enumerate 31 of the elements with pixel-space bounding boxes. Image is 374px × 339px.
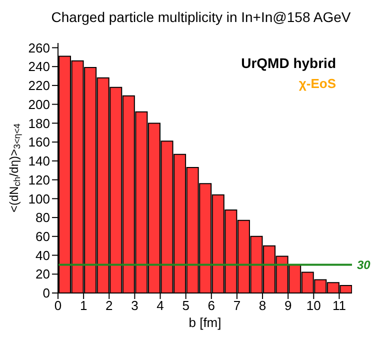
y-tick-label: 220 <box>28 78 50 94</box>
y-tick-label: 160 <box>28 134 50 150</box>
x-tick-label: 11 <box>332 298 346 314</box>
y-tick-label: 140 <box>28 154 50 169</box>
chart-title: Charged particle multiplicity in In+In@158 AGeV <box>51 9 352 25</box>
x-tick-label: 9 <box>284 298 292 314</box>
y-tick-label: 240 <box>28 59 50 74</box>
y-tick-label: 80 <box>36 210 50 226</box>
ref-line-label: 30 <box>357 258 371 272</box>
annotation: χ-EoS <box>298 76 336 91</box>
x-tick-label: 4 <box>156 298 164 314</box>
y-tick-label: 100 <box>28 191 50 206</box>
y-tick-label: 200 <box>28 96 50 112</box>
x-tick-label: 6 <box>208 298 216 314</box>
x-tick-label: 7 <box>233 298 241 314</box>
x-tick-label: 1 <box>80 298 88 314</box>
x-axis-title: b [fm] <box>188 315 222 330</box>
y-tick-label: 120 <box>28 172 50 188</box>
x-tick-label: 10 <box>306 298 321 314</box>
y-tick-label: 260 <box>28 40 50 56</box>
y-tick-label: 40 <box>36 248 50 263</box>
y-tick-label: 0 <box>42 286 50 301</box>
y-tick-label: 20 <box>36 266 50 282</box>
x-tick-label: 8 <box>258 298 266 314</box>
annotation: UrQMD hybrid <box>241 55 336 71</box>
x-tick-label: 0 <box>54 298 62 314</box>
y-tick-label: 180 <box>28 116 50 131</box>
y-tick-label: 60 <box>36 229 50 244</box>
x-tick-label: 3 <box>131 298 138 314</box>
x-tick-label: 5 <box>182 298 190 314</box>
x-tick-label: 2 <box>106 298 113 314</box>
